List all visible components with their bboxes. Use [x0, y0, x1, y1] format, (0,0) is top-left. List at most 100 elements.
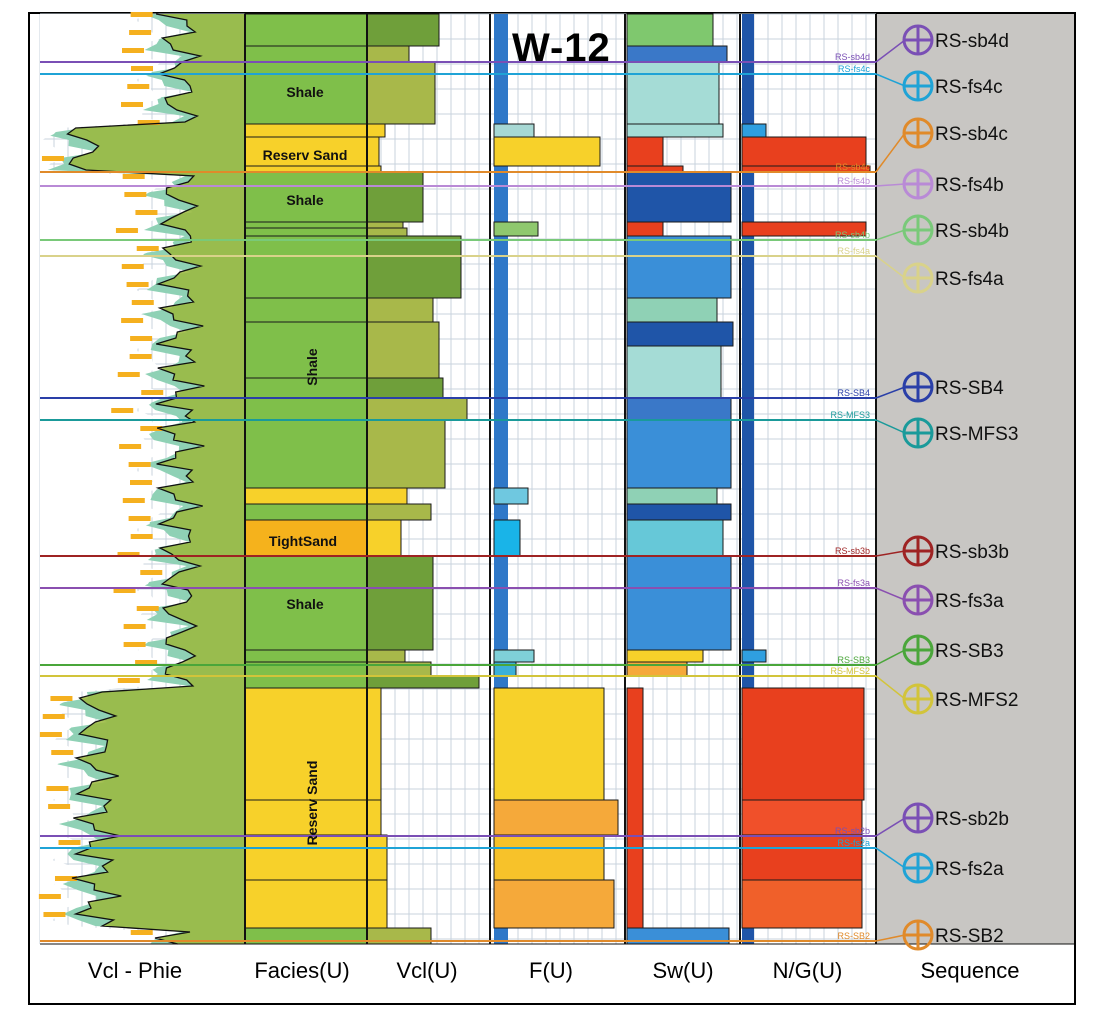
- facies-zone: [244, 123, 368, 138]
- sequence-pick-label: RS-fs2a: [935, 859, 1004, 880]
- sequence-pick-leader: [875, 386, 906, 399]
- vcl-bar: [366, 123, 386, 138]
- sequence-pick-small-label: RS-sb4b: [835, 230, 870, 240]
- vcl-bar: [366, 235, 462, 299]
- phie-shading: [130, 480, 153, 485]
- phie-shading: [136, 606, 159, 611]
- facies-label-reservoir-sand-1: Reserv Sand: [262, 147, 348, 163]
- vcl-bar: [366, 503, 432, 521]
- sw-bar: [626, 487, 718, 505]
- sequence-pick-label: RS-sb4c: [935, 124, 1008, 145]
- facies-label-reservoir-sand-2: Reserv Sand: [304, 760, 320, 846]
- sequence-pick-label: RS-fs4b: [935, 175, 1004, 196]
- sequence-pick-small-label: RS-MFS3: [830, 410, 870, 420]
- phie-shading: [38, 894, 61, 899]
- sequence-pick-label: RS-fs4c: [935, 77, 1003, 98]
- sequence-pick-small-label: RS-fs4a: [837, 246, 870, 256]
- phie-shading: [42, 714, 65, 719]
- phie-shading: [130, 930, 153, 935]
- vcl-bar: [366, 45, 410, 63]
- facies-label-tight-sand: TightSand: [248, 533, 358, 549]
- facies-label-shale-2: Shale: [286, 192, 324, 208]
- vcl-bar: [366, 377, 444, 399]
- f-bar: [493, 834, 605, 881]
- phie-shading: [130, 336, 153, 341]
- phie-shading: [43, 912, 66, 917]
- phie-shading: [51, 750, 74, 755]
- column-label-ng: N/G(U): [772, 958, 843, 983]
- phie-shading: [123, 624, 146, 629]
- phie-shading: [124, 192, 147, 197]
- sequence-pick-label: RS-SB4: [935, 378, 1004, 399]
- facies-zone: [244, 45, 368, 63]
- vcl-bar: [366, 297, 434, 323]
- column-label-vcl-phie: Vcl - Phie: [87, 958, 183, 983]
- sequence-pick-leader: [875, 39, 906, 63]
- vcl-bar: [366, 227, 408, 237]
- vcl-bar: [366, 675, 480, 689]
- facies-zone: [244, 879, 368, 929]
- sw-bar: [626, 136, 664, 167]
- sequence-pick-leader: [875, 817, 906, 837]
- f-bar: [493, 879, 615, 929]
- phie-shading: [126, 282, 149, 287]
- phie-shading: [131, 300, 154, 305]
- phie-shading: [48, 804, 71, 809]
- phie-shading: [128, 516, 151, 521]
- phie-shading: [135, 660, 158, 665]
- facies-zone: [244, 649, 368, 663]
- phie-shading: [123, 642, 146, 647]
- sequence-pick-small-label: RS-sb3b: [835, 546, 870, 556]
- ng-bar: [741, 136, 867, 167]
- f-bar: [493, 221, 539, 237]
- vcl-bar: [366, 555, 434, 651]
- sequence-pick-label: RS-fs3a: [935, 591, 1004, 612]
- track-sequence: [876, 14, 1074, 944]
- sequence-pick-leader: [875, 649, 906, 666]
- sequence-pick-label: RS-sb4d: [935, 31, 1009, 52]
- phie-shading: [46, 786, 69, 791]
- column-label-vcl: Vcl(U): [396, 958, 458, 983]
- vcl-bar: [366, 799, 382, 836]
- sequence-pick-small-label: RS-fs2a: [837, 838, 870, 848]
- sw-bar: [626, 555, 732, 651]
- sequence-pick-small-label: RS-sb4c: [835, 162, 870, 172]
- vcl-curve: [66, 13, 205, 945]
- column-label-sequence: Sequence: [920, 958, 1020, 983]
- sw-bar: [626, 345, 722, 399]
- clear-fill: [40, 14, 164, 944]
- phie-shading: [39, 732, 62, 737]
- sequence-pick-label: RS-fs4a: [935, 269, 1004, 290]
- facies-zone: [244, 419, 368, 489]
- phie-shading: [111, 408, 134, 413]
- sequence-pick-label: RS-MFS3: [935, 424, 1018, 445]
- sequence-pick-small-label: RS-fs4c: [838, 64, 871, 74]
- ng-bar: [741, 649, 767, 663]
- sequence-pick-small-label: RS-sb4d: [835, 52, 870, 62]
- column-label-f: F(U): [529, 958, 573, 983]
- sequence-pick-label: RS-MFS2: [935, 690, 1018, 711]
- sequence-pick-label: RS-sb4b: [935, 221, 1009, 242]
- sequence-pick-small-label: RS-SB2: [837, 931, 870, 941]
- phie-shading: [140, 570, 163, 575]
- vcl-bar: [366, 879, 388, 929]
- ng-bar: [741, 221, 867, 237]
- sw-bar: [626, 13, 714, 47]
- phie-shading: [117, 678, 140, 683]
- sw-bar: [626, 503, 732, 521]
- sw-bar: [626, 419, 732, 489]
- phie-shading: [122, 174, 145, 179]
- facies-zone: [244, 503, 368, 521]
- f-bar: [493, 649, 535, 663]
- vcl-bar: [366, 171, 424, 223]
- phie-shading: [113, 588, 136, 593]
- sequence-pick-leader: [875, 847, 906, 869]
- phie-curve-fill: [67, 14, 245, 944]
- sequence-pick-small-label: RS-fs4b: [837, 176, 870, 186]
- sequence-pick-leader: [875, 550, 906, 557]
- figure-frame: [28, 12, 1076, 1005]
- facies-label-shale-1: Shale: [286, 84, 324, 100]
- f-bar: [493, 487, 529, 505]
- sequence-pick-leader: [875, 73, 906, 87]
